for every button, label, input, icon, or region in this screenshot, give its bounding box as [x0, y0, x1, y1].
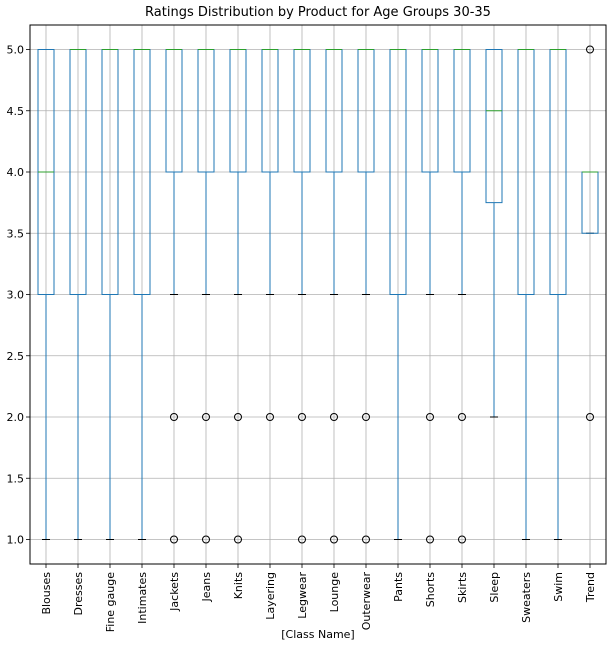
y-tick-label: 4.5: [7, 105, 25, 118]
iqr-box: [485, 49, 503, 204]
outlier-point: [298, 535, 306, 544]
box-layer: [37, 45, 599, 544]
box-outerwear: [357, 49, 375, 544]
x-tick-label: Fine gauge: [104, 572, 117, 632]
outlier-point: [362, 413, 370, 421]
box-fine-gauge: [101, 49, 119, 540]
y-tick-label: 1.5: [7, 472, 25, 485]
box-intimates: [133, 49, 151, 540]
x-axis-label: [Class Name]: [281, 628, 355, 641]
box-jackets: [165, 49, 183, 544]
x-tick-label: Jeans: [200, 572, 213, 603]
outlier-point: [170, 413, 178, 421]
y-tick-label: 5.0: [7, 44, 25, 57]
y-tick-label: 2.0: [7, 411, 25, 424]
axis-layer: 1.0 1.5 2.0 2.5 3.0 3.5 4.0 4.5 5.0 Blouses Dresse…: [7, 24, 607, 632]
y-tick-label: 2.5: [7, 350, 25, 363]
x-tick-label: Layering: [264, 572, 277, 620]
x-tick-label: Intimates: [136, 572, 149, 624]
outlier-point: [266, 413, 274, 421]
box-sweaters: [517, 49, 535, 540]
x-tick-label: Sweaters: [520, 572, 533, 623]
box-layering: [261, 49, 279, 421]
outlier-point: [330, 413, 338, 421]
x-tick-label: Pants: [392, 572, 405, 602]
x-tick-label: Knits: [232, 572, 245, 600]
box-pants: [389, 49, 407, 540]
outlier-point: [586, 413, 594, 421]
outlier-point: [298, 413, 306, 421]
box-blouses: [37, 49, 55, 540]
outlier-point: [202, 535, 210, 544]
x-tick-label: Skirts: [456, 572, 469, 603]
outlier-point: [330, 535, 338, 544]
outlier-point: [426, 413, 434, 421]
x-tick-label: Sleep: [488, 572, 501, 603]
box-jeans: [197, 49, 215, 544]
y-tick-label: 3.5: [7, 227, 25, 240]
outlier-point: [202, 413, 210, 421]
x-tick-label: Jackets: [168, 572, 181, 612]
outlier-point: [362, 535, 370, 544]
outlier-point: [458, 413, 466, 421]
box-skirts: [453, 49, 471, 544]
box-dresses: [69, 49, 87, 540]
x-tick-label: Shorts: [424, 572, 437, 608]
box-swim: [549, 49, 567, 540]
box-knits: [229, 49, 247, 544]
outlier-point: [170, 535, 178, 544]
y-tick-label: 3.0: [7, 289, 25, 302]
outlier-point: [586, 45, 594, 54]
outlier-point: [426, 535, 434, 544]
y-tick-label: 4.0: [7, 166, 25, 179]
y-tick-label: 1.0: [7, 534, 25, 547]
x-tick-label: Outerwear: [360, 572, 373, 631]
chart-title: Ratings Distribution by Product for Age …: [145, 5, 491, 20]
outlier-point: [234, 413, 242, 421]
box-legwear: [293, 49, 311, 544]
box-lounge: [325, 49, 343, 544]
plot-frame: [29, 24, 607, 565]
x-tick-label: Legwear: [296, 572, 309, 619]
x-tick-label: Dresses: [72, 572, 85, 616]
outlier-point: [234, 535, 242, 544]
outlier-point: [458, 535, 466, 544]
box-sleep: [485, 49, 503, 418]
box-trend: [581, 45, 599, 421]
x-tick-label: Blouses: [40, 572, 53, 615]
x-tick-label: Trend: [584, 572, 597, 603]
box-shorts: [421, 49, 439, 544]
x-tick-label: Lounge: [328, 572, 341, 613]
x-tick-label: Swim: [552, 572, 565, 602]
